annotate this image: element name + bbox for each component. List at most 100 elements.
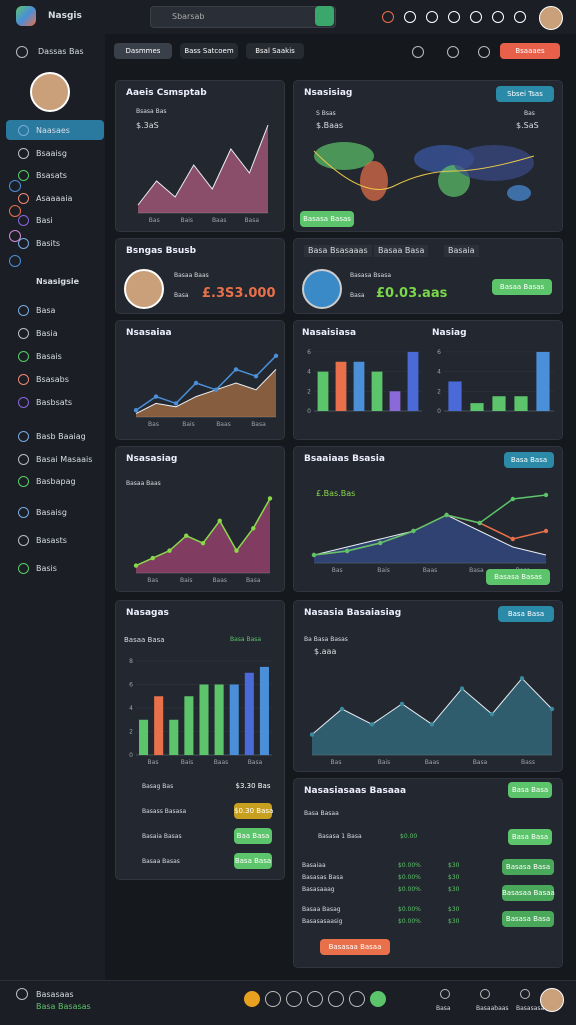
bottom-icon[interactable]: [244, 991, 260, 1007]
tab[interactable]: Dasmmes: [114, 43, 172, 59]
x-tick-label: Bais: [378, 759, 391, 766]
y-tick-label: 6: [129, 682, 133, 689]
big-value: £.3S3.000: [202, 286, 276, 301]
point: [444, 512, 449, 518]
x-tick-label: Basa: [251, 421, 266, 428]
button[interactable]: Basasaa Basaa: [502, 885, 555, 901]
bottom-label: Basa Basasas: [36, 1002, 91, 1011]
list-value[interactable]: Baa Basa: [234, 828, 272, 844]
button[interactable]: Basa Basa: [504, 452, 554, 468]
icon: [9, 180, 21, 192]
primary-button[interactable]: Bsaaaes: [500, 43, 560, 59]
button[interactable]: Basasa Basas: [486, 569, 550, 585]
icon: [18, 563, 29, 574]
bottom-icon[interactable]: [349, 991, 365, 1007]
list-value[interactable]: Basa Basa: [234, 853, 272, 869]
nav-item[interactable]: Basais: [36, 352, 62, 361]
nav-item[interactable]: Basbapag: [36, 477, 76, 486]
nav-item[interactable]: Naasaes: [36, 126, 70, 135]
nav-item[interactable]: Basbsats: [36, 398, 73, 407]
tab[interactable]: Bass Satcoem: [180, 43, 238, 59]
point: [311, 552, 317, 558]
button[interactable]: Basa Basa: [498, 606, 554, 622]
row-label: Basaa Basag: [302, 906, 341, 913]
row-label: Basasaaag: [302, 886, 335, 893]
row-value: $30: [448, 906, 460, 913]
bottom-icon[interactable]: [286, 991, 302, 1007]
nav-item[interactable]: Basi: [36, 216, 53, 225]
x-tick-label: Bas: [332, 567, 343, 574]
bar: [244, 672, 254, 755]
button[interactable]: Basasaa Basaa: [320, 939, 390, 955]
panel: Basa Bsasaaas Basaa Basa Basaia Basasa Bsas…: [293, 238, 563, 314]
search-button[interactable]: [315, 6, 334, 26]
panel-title: Nasasia Basaiasiag: [304, 608, 402, 618]
nav-item[interactable]: Asaaaaia: [36, 193, 73, 203]
area: [314, 515, 546, 563]
point: [253, 374, 259, 379]
chart: 0 2 4 6: [307, 349, 422, 415]
sidebar: [0, 34, 105, 980]
point: [378, 540, 383, 546]
bar: [371, 371, 383, 411]
panel: Nasagas Basaa Basa Basa Basa 0 2 4 6 8 Bas Bais Ba…: [115, 600, 285, 880]
tab[interactable]: Bsal Saakis: [246, 43, 304, 59]
x-tick-label: Basa: [244, 217, 259, 224]
y-tick-label: 6: [307, 349, 311, 356]
nav-item[interactable]: Bsasats: [36, 171, 67, 180]
panel-tab[interactable]: Basaa Basa: [374, 245, 429, 257]
bottom-icon[interactable]: [328, 991, 344, 1007]
bar: [139, 719, 149, 755]
area: [136, 369, 276, 417]
nav-item[interactable]: Basa: [36, 306, 56, 315]
icon: [470, 11, 482, 23]
nav-item[interactable]: Bsasabs: [36, 375, 69, 384]
panel: Nsasaiaa Bas Bais Baas Basa: [115, 320, 285, 440]
panel-title: Bsaaiaas Bsasia: [304, 454, 385, 464]
button[interactable]: Sbsei Tsas: [496, 86, 554, 102]
button[interactable]: Basaa Basas: [492, 279, 552, 295]
nav-item[interactable]: Basai Masaais: [36, 454, 93, 464]
y-tick-label: 6: [437, 349, 441, 356]
bar: [448, 381, 462, 411]
panel-tab[interactable]: Basa Bsasaaas: [304, 245, 372, 257]
bottom-icon[interactable]: [370, 991, 386, 1007]
panel-title: Nasagas: [126, 608, 169, 618]
icon: [18, 328, 29, 339]
bar: [259, 666, 269, 755]
button[interactable]: Basasa Basa: [502, 911, 554, 927]
stat-label: Bsasa Bas: [136, 108, 167, 115]
button[interactable]: Basasa Basa: [502, 859, 554, 875]
panel: Nsasasiag Basaa Baas Bas Bais Baas Basa: [115, 446, 285, 592]
panel: Nasasiasaas Basaaa Basa Basa Basa Basaa Bas…: [293, 778, 563, 968]
bottom-icon[interactable]: [307, 991, 323, 1007]
continent: [507, 185, 531, 201]
nav-item[interactable]: Basits: [36, 238, 61, 248]
icon: [18, 431, 29, 442]
button[interactable]: Basasa Basas: [300, 211, 354, 227]
icon: [18, 125, 29, 136]
nav-item[interactable]: Basaisg: [36, 508, 67, 517]
list-value[interactable]: $3.30 Bas: [235, 782, 271, 790]
bottom-icon[interactable]: [265, 991, 281, 1007]
nav-item[interactable]: Basasts: [36, 536, 67, 545]
nav-item[interactable]: Basis: [36, 564, 57, 573]
y-tick-label: 8: [129, 658, 133, 665]
button[interactable]: Basa Basa: [508, 782, 552, 798]
area: [312, 678, 552, 755]
bar: [229, 684, 239, 755]
button[interactable]: Basa Basa: [508, 829, 552, 845]
point: [510, 496, 516, 502]
nav-item[interactable]: Basia: [36, 329, 58, 338]
list-label: Basaa Basas: [142, 858, 180, 865]
list-value[interactable]: $0.30 Basa: [234, 803, 273, 819]
nav-item[interactable]: Basb Baaiag: [36, 432, 86, 441]
row-value: $30: [448, 918, 460, 925]
nav-item[interactable]: Bsaaisg: [36, 148, 67, 158]
icon: [448, 11, 460, 23]
bar: [199, 684, 209, 755]
panel-tab[interactable]: Basaia: [444, 245, 479, 257]
bar: [154, 696, 164, 755]
chart: Bas Bais Baas Basa: [133, 496, 273, 584]
icon: [520, 989, 530, 999]
